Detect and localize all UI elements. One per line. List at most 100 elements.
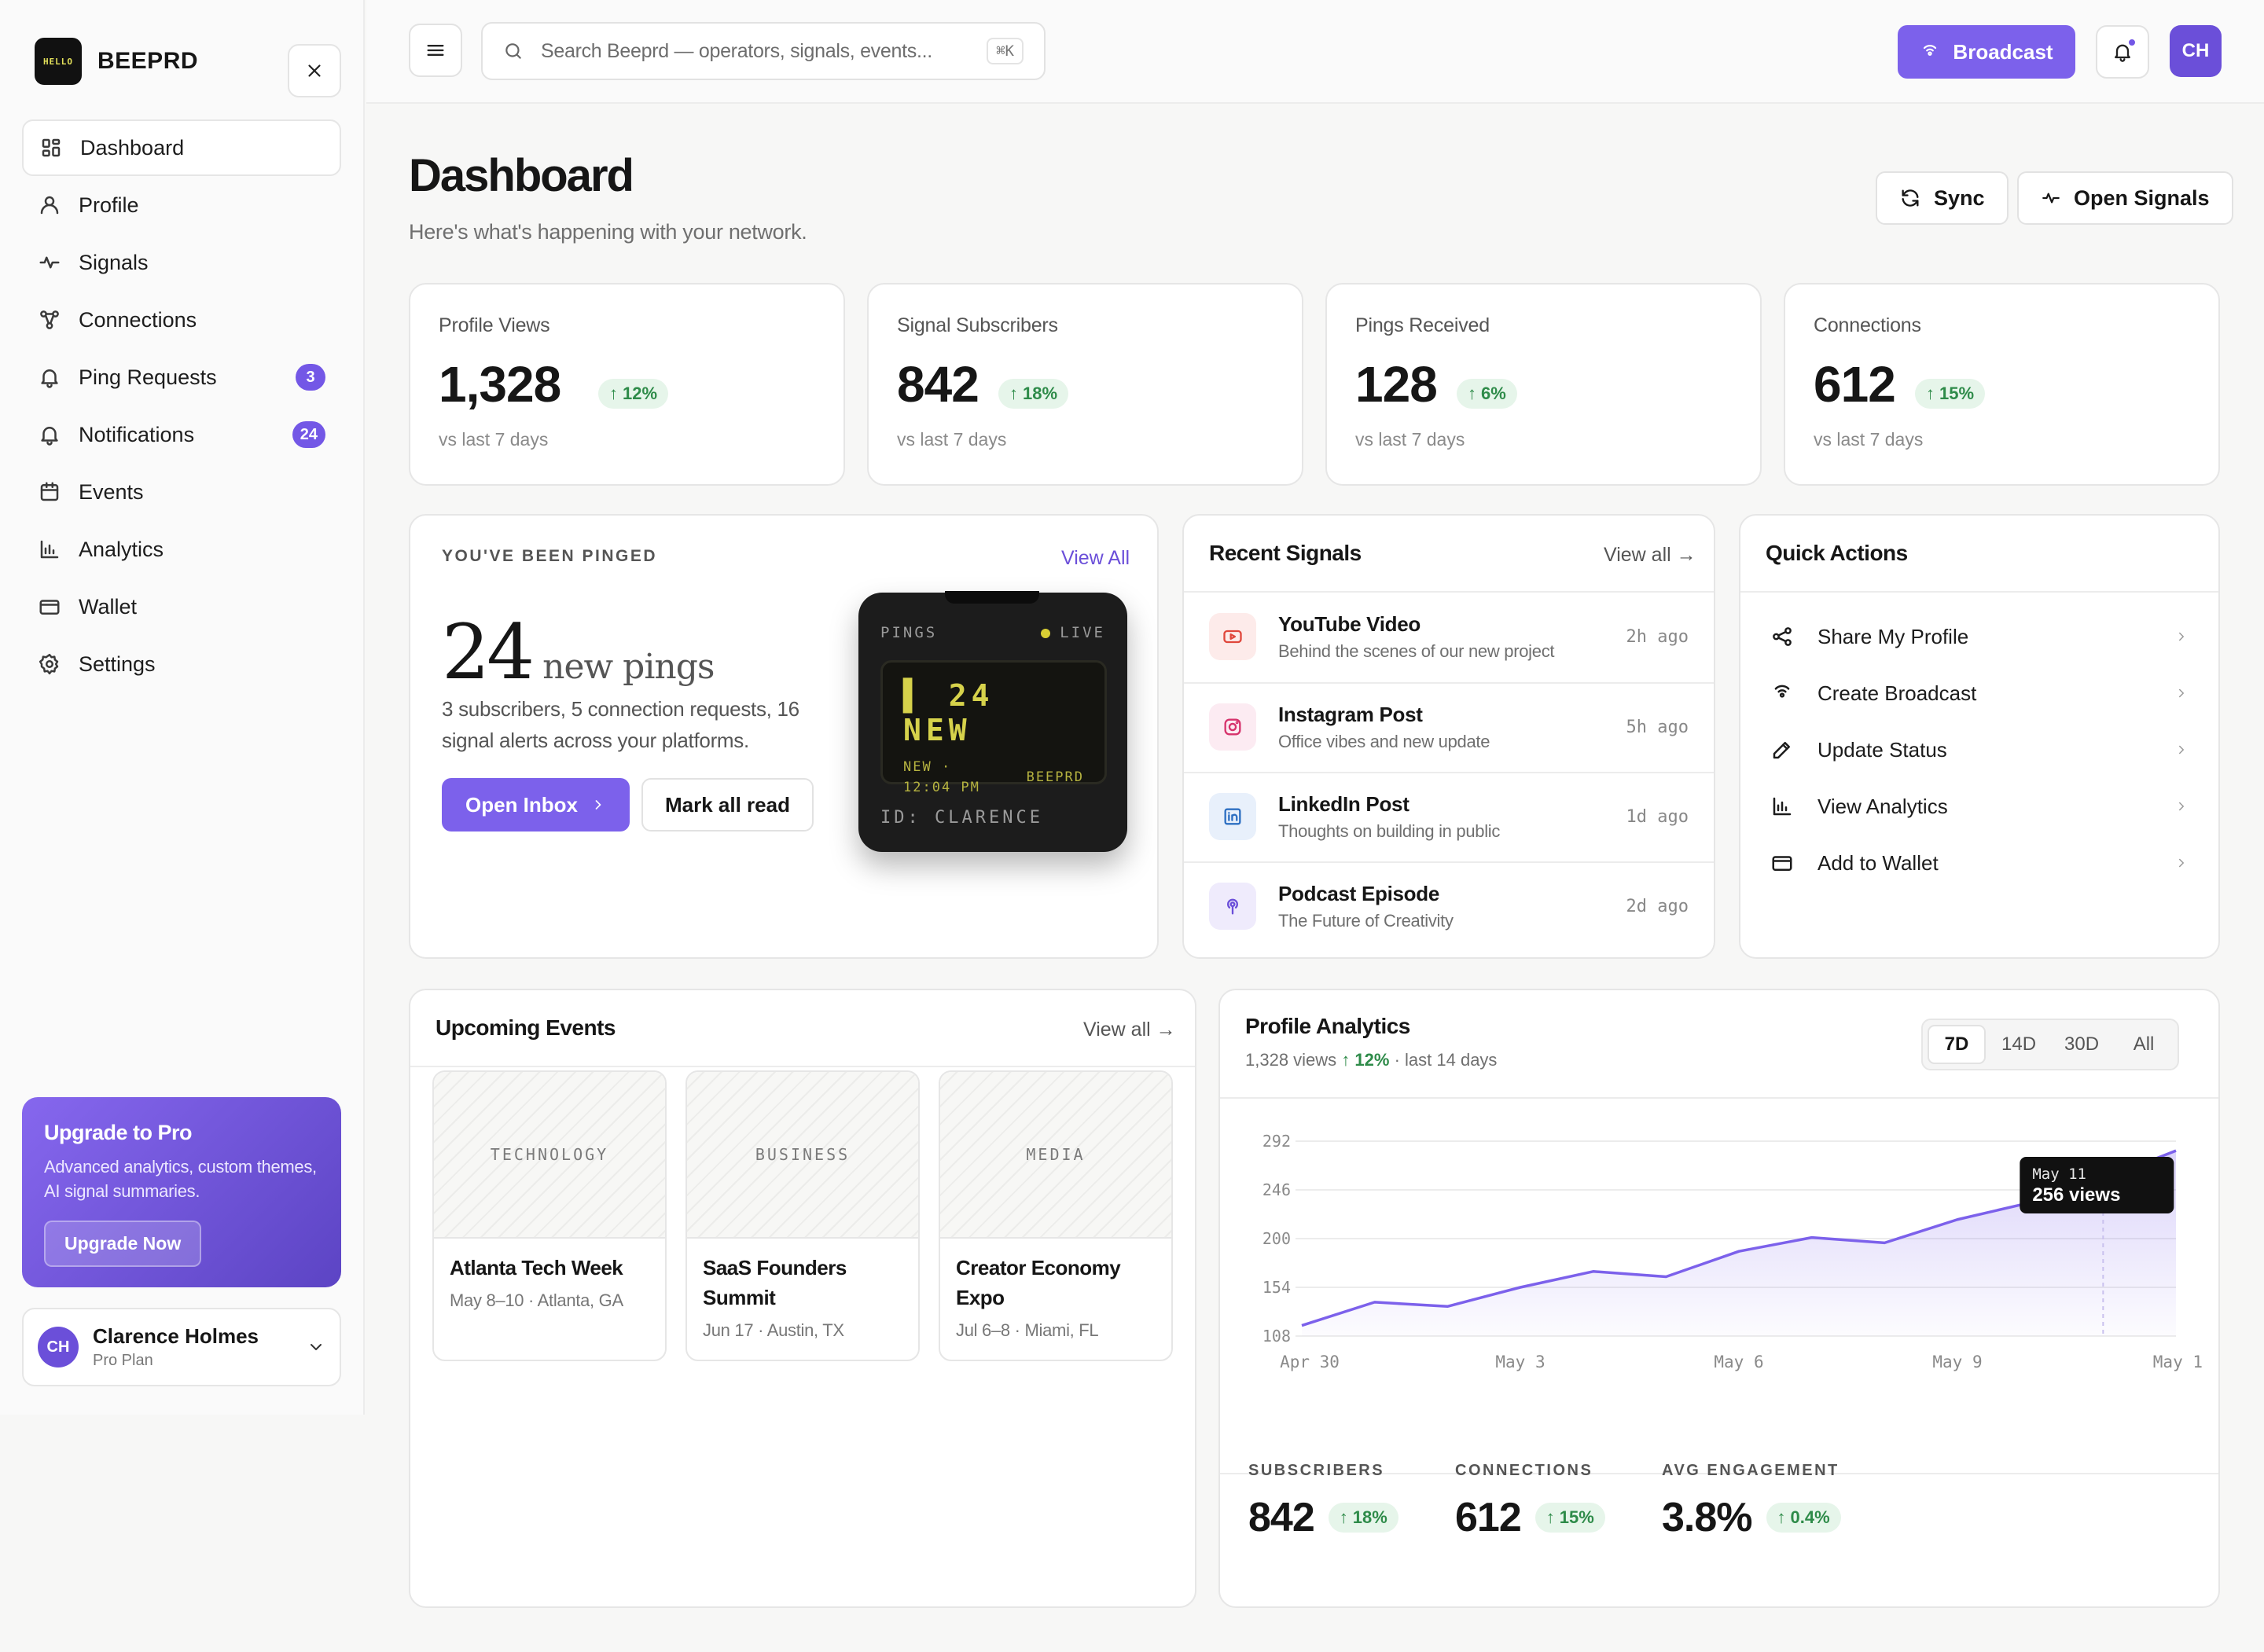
broadcast-button[interactable]: Broadcast	[1898, 25, 2075, 79]
events-view-all-link[interactable]: View all →	[1083, 1019, 1176, 1041]
sidebar-item-wallet[interactable]: Wallet	[22, 578, 341, 635]
device-sub-right: BEEPRD	[1026, 769, 1084, 785]
sidebar-item-analytics[interactable]: Analytics	[22, 521, 341, 578]
bell-icon	[2115, 44, 2130, 62]
wallet-icon	[39, 600, 60, 615]
signal-row[interactable]: Instagram Post Office vibes and new upda…	[1184, 682, 1714, 770]
chevron-right-icon	[2179, 632, 2184, 641]
device-main-text: 24 NEW	[903, 678, 994, 747]
sync-button[interactable]: Sync	[1876, 171, 2009, 225]
range-option-all[interactable]: All	[2133, 1033, 2155, 1055]
x-tick-label: May 6	[1714, 1353, 1763, 1371]
quick-action-view-analytics[interactable]: View Analytics	[1770, 778, 2189, 835]
signal-row[interactable]: LinkedIn Post Thoughts on building in pu…	[1184, 772, 1714, 860]
upgrade-now-button[interactable]: Upgrade Now	[44, 1221, 202, 1267]
brand-logo: HELLO	[35, 38, 82, 85]
notifications-button[interactable]	[2096, 25, 2149, 79]
analytics-views: 1,328 views	[1245, 1050, 1337, 1070]
share-icon	[1773, 627, 1792, 646]
x-tick-label: May 1	[2153, 1353, 2203, 1371]
pinged-view-all-link[interactable]: View All	[1061, 547, 1130, 569]
recent-signals-view-all-link[interactable]: View all →	[1604, 544, 1696, 566]
open-inbox-label: Open Inbox	[465, 792, 578, 817]
metric-connections: CONNECTIONS 612 ↑ 15%	[1455, 1462, 1605, 1541]
brand[interactable]: HELLO BEEPRD	[35, 38, 198, 85]
quick-actions-card: Quick Actions Share My Profile Create Br…	[1739, 514, 2220, 959]
sidebar-item-signals[interactable]: Signals	[22, 234, 341, 291]
event-card[interactable]: TECHNOLOGY Atlanta Tech Week May 8–10 · …	[432, 1070, 667, 1361]
signal-title: Podcast Episode	[1278, 881, 1439, 905]
sidebar-item-events[interactable]: Events	[22, 464, 341, 520]
chevron-down-icon	[311, 1344, 322, 1350]
signal-time: 2h ago	[1626, 626, 1689, 647]
sidebar-item-label: Events	[79, 479, 144, 504]
arrow-up-icon: ↑	[1926, 384, 1935, 403]
range-option-14d[interactable]: 14D	[2001, 1033, 2037, 1055]
menu-button[interactable]	[409, 24, 462, 77]
close-icon	[308, 64, 321, 77]
metric-value: 612	[1455, 1495, 1522, 1540]
sidebar-item-profile[interactable]: Profile	[22, 177, 341, 233]
sidebar-item-dashboard[interactable]: Dashboard	[22, 119, 341, 176]
metric-change: 15%	[1559, 1507, 1594, 1527]
shortcut-hint: ⌘K	[987, 38, 1024, 64]
stat-change-badge: ↑ 18%	[998, 379, 1069, 409]
close-sidebar-button[interactable]	[288, 44, 341, 97]
ping-description: 3 subscribers, 5 connection requests, 16…	[442, 697, 799, 752]
search-input[interactable]: Search Beeprd — operators, signals, even…	[481, 22, 1046, 80]
stat-value: 128	[1355, 356, 1438, 413]
page-subtitle: Here's what's happening with your networ…	[409, 220, 807, 244]
sidebar-item-ping-requests[interactable]: Ping Requests 3	[22, 349, 341, 406]
quick-action-update-status[interactable]: Update Status	[1770, 721, 2189, 778]
bar-chart-icon	[40, 540, 59, 559]
range-option-7d[interactable]: 7D	[1928, 1025, 1986, 1064]
chevron-right-icon	[2179, 858, 2184, 868]
stat-label: Connections	[1814, 314, 1921, 336]
event-title: SaaS Founders Summit	[703, 1256, 847, 1309]
instagram-icon	[1224, 718, 1241, 736]
signal-icon-tile	[1209, 703, 1256, 751]
sidebar-item-label: Settings	[79, 652, 156, 676]
open-inbox-button[interactable]: Open Inbox	[442, 778, 630, 832]
quick-action-add-to-wallet[interactable]: Add to Wallet	[1770, 835, 2189, 891]
user-menu[interactable]: CH Clarence Holmes Pro Plan	[22, 1308, 341, 1386]
tooltip-value: 256 views	[2032, 1184, 2120, 1206]
quick-action-share-my-profile[interactable]: Share My Profile	[1770, 608, 2189, 665]
event-title: Creator Economy Expo	[956, 1256, 1121, 1309]
arrow-up-icon: ↑	[1339, 1507, 1348, 1527]
recent-signals-title: Recent Signals	[1209, 541, 1362, 565]
device-id: ID: CLARENCE	[880, 808, 1043, 828]
signal-row[interactable]: YouTube Video Behind the scenes of our n…	[1184, 593, 1714, 681]
page-title: Dashboard	[409, 150, 634, 201]
chevron-right-icon	[2179, 745, 2184, 754]
quick-action-create-broadcast[interactable]: Create Broadcast	[1770, 665, 2189, 721]
edit-icon	[1773, 742, 1790, 759]
broadcast-icon	[1774, 685, 1790, 698]
upgrade-card: Upgrade to Pro Advanced analytics, custo…	[22, 1097, 341, 1287]
signal-icon-tile	[1209, 793, 1256, 840]
device-notch	[945, 591, 1039, 604]
profile-analytics-card: Profile Analytics 1,328 views ↑ 12% · la…	[1218, 989, 2220, 1608]
stat-change-badge: ↑ 12%	[598, 379, 669, 409]
sidebar-item-settings[interactable]: Settings	[22, 636, 341, 692]
sidebar-item-notifications[interactable]: Notifications 24	[22, 406, 341, 463]
menu-icon	[427, 45, 444, 57]
arrow-up-icon: ↑	[1545, 1507, 1555, 1527]
range-option-30d[interactable]: 30D	[2064, 1033, 2100, 1055]
event-card[interactable]: BUSINESS SaaS Founders Summit Jun 17 · A…	[685, 1070, 920, 1361]
profile-analytics-title: Profile Analytics	[1245, 1014, 1410, 1038]
sidebar-item-label: Analytics	[79, 537, 164, 561]
chevron-right-icon	[2179, 688, 2184, 698]
open-signals-button[interactable]: Open Signals	[2017, 171, 2233, 225]
avatar[interactable]: CH	[2170, 25, 2222, 77]
y-tick-label: 200	[1262, 1229, 1291, 1248]
signal-row[interactable]: Podcast Episode The Future of Creativity…	[1184, 861, 1714, 949]
event-card[interactable]: MEDIA Creator Economy Expo Jul 6–8 · Mia…	[939, 1070, 1173, 1361]
mark-all-read-button[interactable]: Mark all read	[641, 778, 814, 832]
y-tick-label: 108	[1262, 1327, 1291, 1345]
signal-title: Instagram Post	[1278, 702, 1423, 726]
network-icon	[40, 310, 59, 329]
range-selector: 7D 14D 30D All	[1921, 1019, 2180, 1070]
x-tick-label: Apr 30	[1280, 1353, 1340, 1371]
sidebar-item-connections[interactable]: Connections	[22, 292, 341, 348]
